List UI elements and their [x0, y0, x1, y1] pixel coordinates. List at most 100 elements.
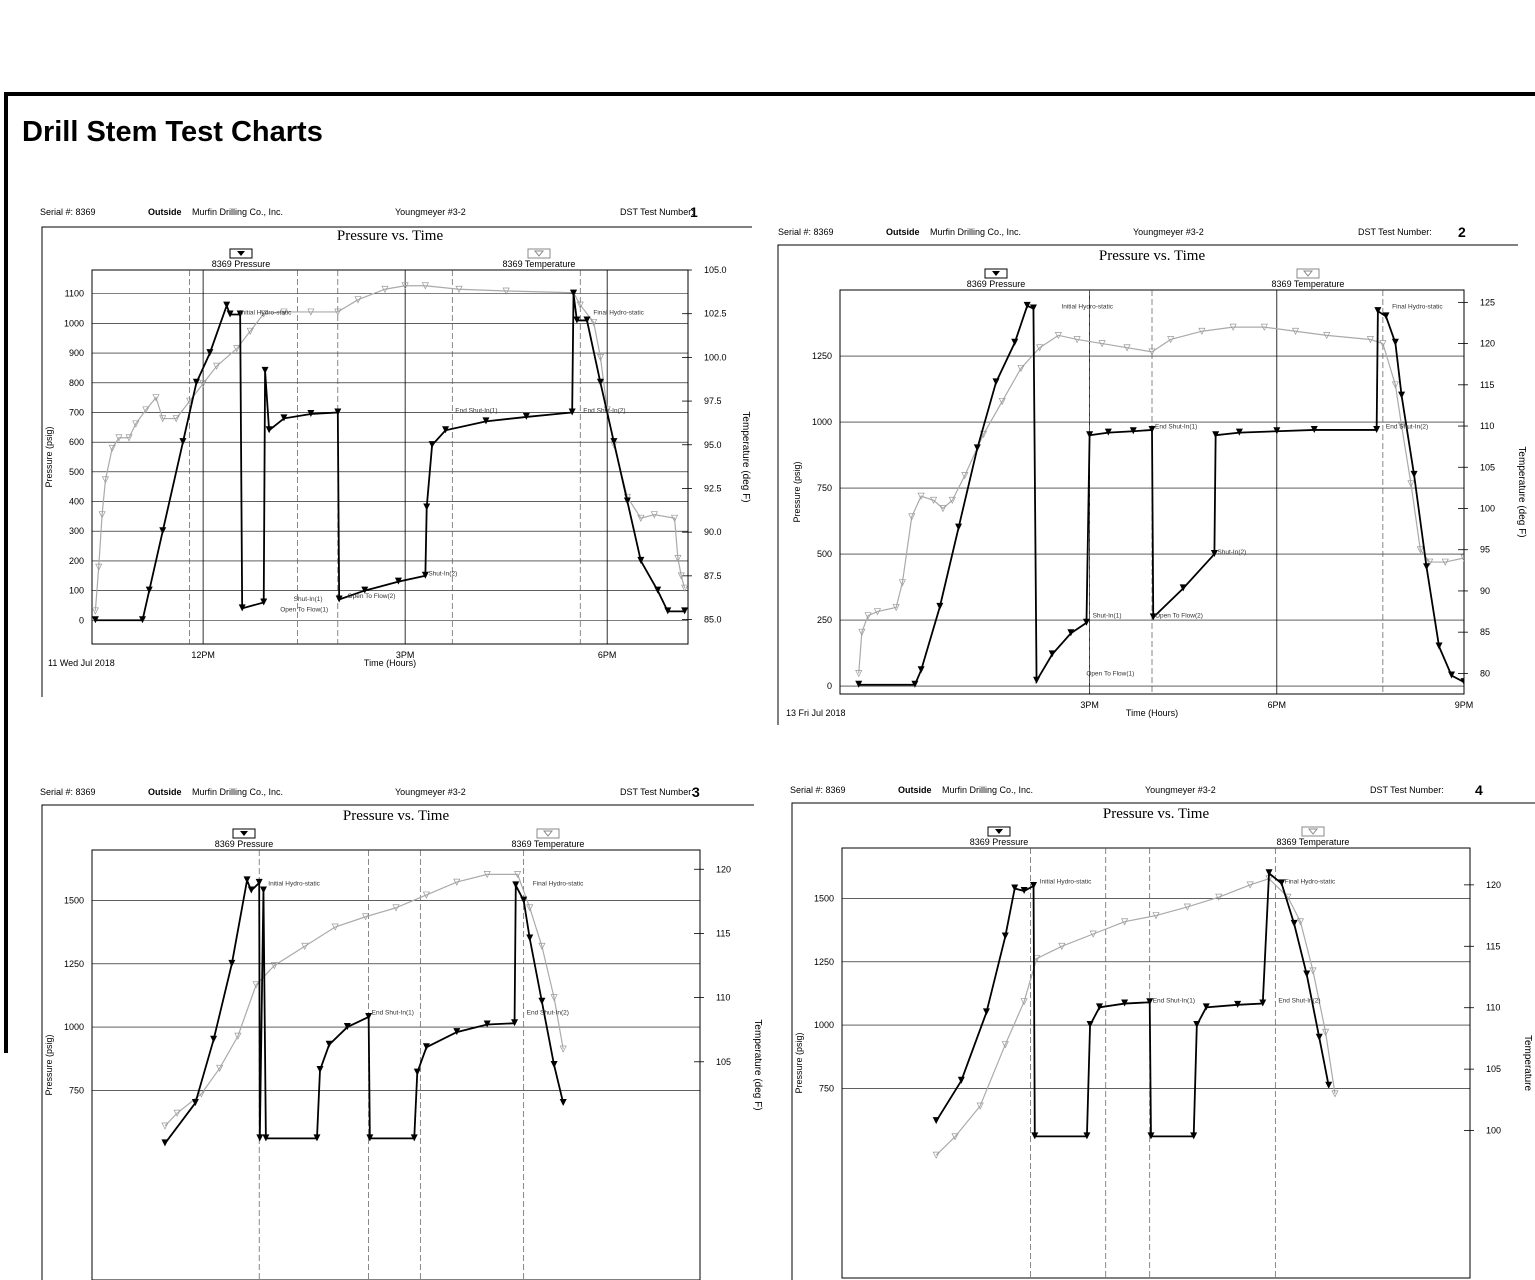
pressure-point [1033, 676, 1041, 684]
test-number-label: DST Test Number: [620, 787, 694, 797]
pressure-point [538, 997, 546, 1005]
pressure-point [1278, 879, 1286, 887]
chart-frame [777, 244, 1518, 725]
y2-tick-label: 110 [1486, 1003, 1500, 1013]
pressure-point [343, 1023, 351, 1031]
temperature-point [550, 994, 558, 1002]
temperature-point [392, 904, 400, 912]
x-axis-label: Time (Hours) [364, 658, 416, 668]
chart-number: 1 [690, 204, 698, 220]
temperature-point [1036, 344, 1044, 352]
pressure-point [1048, 650, 1056, 658]
temperature-point [502, 287, 510, 295]
y-axis-label: Pressure (psig) [44, 426, 54, 487]
temperature-point [1098, 340, 1106, 348]
temperature-point [670, 514, 679, 522]
pressure-legend-label: 8369 Pressure [215, 839, 274, 849]
pressure-point [159, 527, 167, 535]
x-tick-label: 3PM [1080, 700, 1099, 710]
temperature-point [939, 505, 947, 513]
y-tick-label: 750 [819, 1083, 834, 1093]
temperature-point [898, 579, 906, 587]
x-tick-label: 6PM [1268, 700, 1287, 710]
temperature-point [280, 308, 288, 316]
y2-tick-label: 100 [1480, 503, 1495, 513]
temperature-point [1121, 918, 1129, 926]
temperature-point [1246, 881, 1254, 889]
temperature-point [1123, 344, 1131, 352]
pressure-point [570, 289, 578, 297]
temperature-point [421, 282, 429, 290]
temperature-point [1366, 336, 1374, 344]
temperature-point [142, 406, 150, 414]
y2-tick-label: 97.5 [704, 396, 722, 406]
temperature-legend-marker [1296, 268, 1320, 279]
test-number-label: DST Test Number: [620, 207, 694, 217]
pressure-point [1023, 301, 1031, 309]
pressure-point [917, 666, 925, 674]
pressure-point [442, 426, 450, 434]
temperature-point [1391, 381, 1399, 389]
pressure-point [1149, 613, 1157, 621]
event-annotation: End Shut-In(2) [1386, 424, 1428, 431]
temperature-point [908, 513, 916, 521]
temperature-point [1379, 340, 1387, 348]
x-tick-label: 9PM [1455, 700, 1474, 710]
pressure-point [361, 586, 369, 594]
y2-tick-label: 115 [1486, 941, 1500, 951]
pressure-point [982, 1008, 990, 1016]
temperature-point [637, 514, 645, 522]
pressure-legend-marker [232, 828, 256, 839]
pressure-point [1212, 431, 1220, 439]
pressure-legend-label: 8369 Pressure [212, 259, 271, 269]
pressure-point [1210, 550, 1218, 558]
temperature-point [917, 492, 925, 500]
y2-tick-label: 80 [1480, 668, 1490, 678]
temperature-point [172, 415, 180, 423]
event-annotation: End Shut-In(1) [1155, 424, 1197, 431]
temperature-point [1148, 348, 1156, 356]
event-annotation: Shut-In(2) [1217, 549, 1246, 556]
pressure-point [1011, 884, 1019, 892]
event-annotation: Final Hydro-static [533, 880, 584, 887]
pressure-point [1235, 428, 1243, 436]
event-annotation: Final Hydro-static [593, 310, 644, 317]
pressure-point [428, 441, 436, 449]
temperature-point [246, 327, 254, 335]
y-tick-label: 700 [69, 407, 84, 417]
temperature-point [858, 628, 866, 636]
temperature-point [961, 472, 969, 480]
temperature-legend-label: 8369 Temperature [1272, 279, 1345, 289]
temperature-point [1291, 327, 1300, 336]
event-annotation: Final Hydro-static [1285, 878, 1336, 885]
pressure-point [957, 1076, 965, 1084]
pressure-point [236, 310, 244, 318]
temperature-point [998, 397, 1006, 406]
event-annotation: Shut-In(2) [428, 571, 457, 578]
y2-axis-label: Temperature (deg F) [752, 1019, 763, 1110]
temperature-point [98, 511, 106, 519]
temperature-legend-label: 8369 Temperature [1277, 837, 1350, 847]
y2-tick-label: 120 [716, 864, 731, 874]
pressure-point [1435, 642, 1443, 650]
pressure-point [1448, 671, 1456, 679]
y-tick-label: 200 [69, 556, 84, 566]
temperature-point [1033, 955, 1041, 963]
pressure-point [936, 602, 944, 610]
pressure-point [596, 378, 604, 386]
pressure-point [316, 1066, 324, 1074]
temperature-point [455, 285, 463, 294]
x-tick-label: 6PM [598, 650, 617, 660]
pressure-point [482, 417, 490, 425]
y-tick-label: 800 [69, 378, 84, 388]
temperature-point [1183, 903, 1191, 911]
temperature-point [1198, 327, 1206, 336]
temperature-point [538, 942, 546, 951]
y2-tick-label: 102.5 [704, 309, 727, 319]
temperature-line [94, 285, 686, 611]
pressure-point [1373, 425, 1381, 433]
y-tick-label: 250 [817, 615, 832, 625]
pressure-line [95, 293, 685, 622]
pressure-point [335, 595, 343, 603]
pressure-point [161, 1139, 169, 1147]
